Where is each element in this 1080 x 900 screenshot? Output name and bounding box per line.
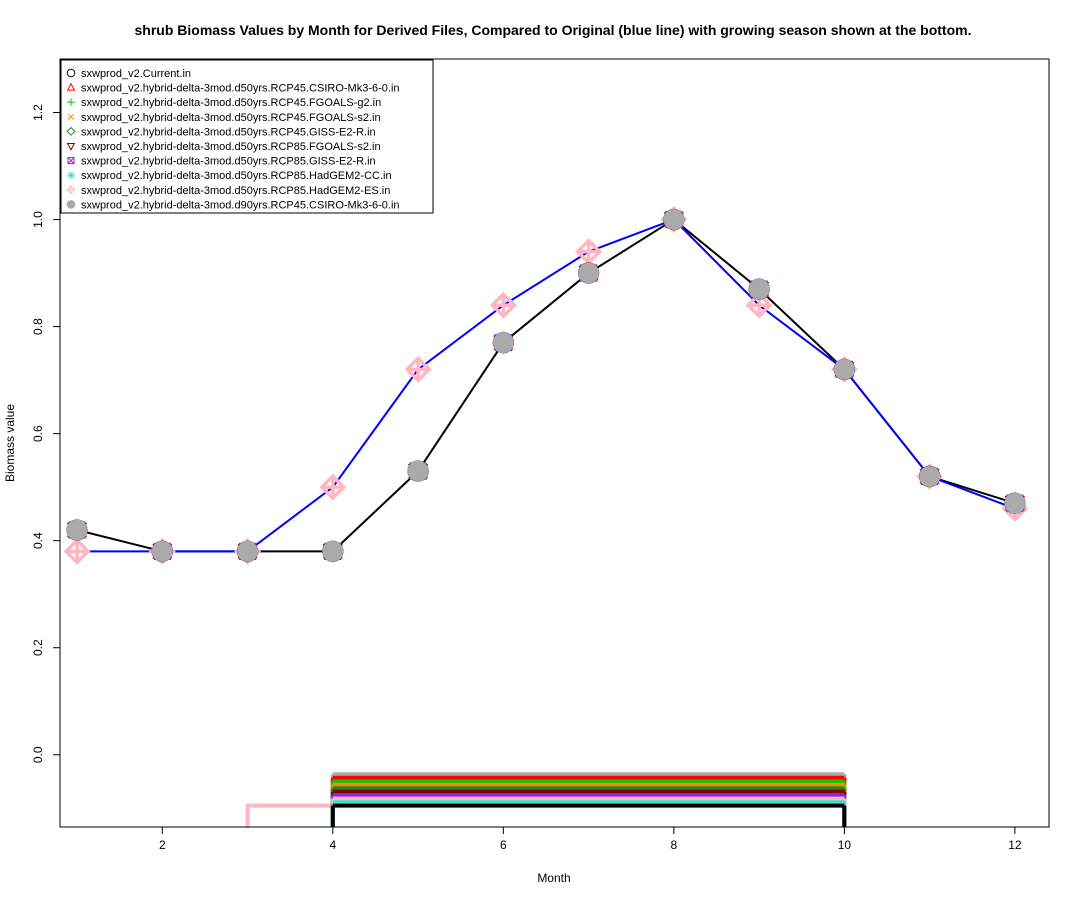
data-point — [575, 238, 603, 266]
data-point — [407, 460, 429, 482]
data-point — [66, 519, 88, 541]
data-point — [663, 209, 685, 231]
legend: sxwprod_v2.Current.in sxwprod_v2.hybrid-d… — [60, 59, 434, 214]
y-tick-label: 0.0 — [31, 746, 45, 763]
legend-marker — [67, 171, 75, 179]
x-tick-label: 4 — [329, 838, 336, 852]
series-markers — [63, 206, 1029, 565]
legend-label: sxwprod_v2.hybrid-delta-3mod.d50yrs.RCP8… — [81, 141, 381, 153]
x-tick-label: 12 — [1008, 838, 1022, 852]
legend-label: sxwprod_v2.hybrid-delta-3mod.d50yrs.RCP4… — [81, 126, 376, 138]
legend-label: sxwprod_v2.hybrid-delta-3mod.d50yrs.RCP8… — [81, 156, 376, 168]
x-tick-label: 2 — [159, 838, 166, 852]
legend-marker — [66, 200, 76, 209]
data-point — [322, 540, 344, 562]
data-point — [489, 291, 517, 319]
y-tick-label: 0.2 — [31, 639, 45, 656]
data-point — [237, 540, 259, 562]
data-point — [63, 537, 91, 565]
legend-marker — [66, 185, 76, 195]
legend-marker — [66, 68, 76, 78]
data-point — [748, 278, 770, 300]
legend-label: sxwprod_v2.hybrid-delta-3mod.d90yrs.RCP4… — [81, 199, 400, 211]
data-point — [1004, 492, 1026, 514]
legend-label: sxwprod_v2.hybrid-delta-3mod.d50yrs.RCP8… — [81, 185, 390, 197]
x-axis: 2 4 6 8 10 12 — [159, 826, 1022, 852]
original-series-line — [77, 218, 1016, 553]
legend-label: sxwprod_v2.hybrid-delta-3mod.d50yrs.RCP4… — [81, 112, 381, 124]
legend-marker — [66, 126, 76, 136]
y-axis: 0.0 0.2 0.4 0.6 0.8 1.0 1.2 — [31, 104, 61, 763]
x-tick-label: 10 — [838, 838, 852, 852]
data-point — [404, 355, 432, 383]
data-point — [151, 540, 173, 562]
legend-label: sxwprod_v2.hybrid-delta-3mod.d50yrs.RCP4… — [81, 97, 381, 109]
data-point — [919, 465, 941, 487]
data-point — [833, 358, 855, 380]
series-lines — [76, 218, 1016, 553]
legend-marker — [66, 143, 76, 151]
data-point — [319, 473, 347, 501]
legend-marker — [67, 98, 75, 106]
data-point — [578, 262, 600, 284]
growing-season-bars — [245, 772, 847, 827]
y-tick-label: 0.4 — [31, 532, 45, 549]
legend-label: sxwprod_v2.hybrid-delta-3mod.d50yrs.RCP8… — [81, 170, 392, 182]
legend-marker — [67, 113, 75, 121]
legend-marker — [66, 82, 76, 91]
y-tick-label: 1.2 — [31, 104, 45, 121]
chart-title: shrub Biomass Values by Month for Derive… — [135, 22, 972, 38]
x-tick-label: 6 — [500, 838, 507, 852]
derived-series-line — [76, 218, 1016, 553]
y-tick-label: 0.8 — [31, 318, 45, 335]
x-tick-label: 8 — [671, 838, 678, 852]
legend-label: sxwprod_v2.hybrid-delta-3mod.d50yrs.RCP4… — [81, 83, 400, 95]
y-tick-label: 0.6 — [31, 425, 45, 442]
growing-season-bar — [245, 803, 333, 827]
legend-label: sxwprod_v2.Current.in — [81, 68, 191, 80]
legend-box — [60, 59, 434, 214]
legend-marker — [67, 157, 75, 165]
data-point — [492, 332, 514, 354]
y-axis-label: Biomass value — [3, 404, 17, 482]
x-axis-label: Month — [537, 871, 570, 885]
y-tick-label: 1.0 — [31, 211, 45, 228]
